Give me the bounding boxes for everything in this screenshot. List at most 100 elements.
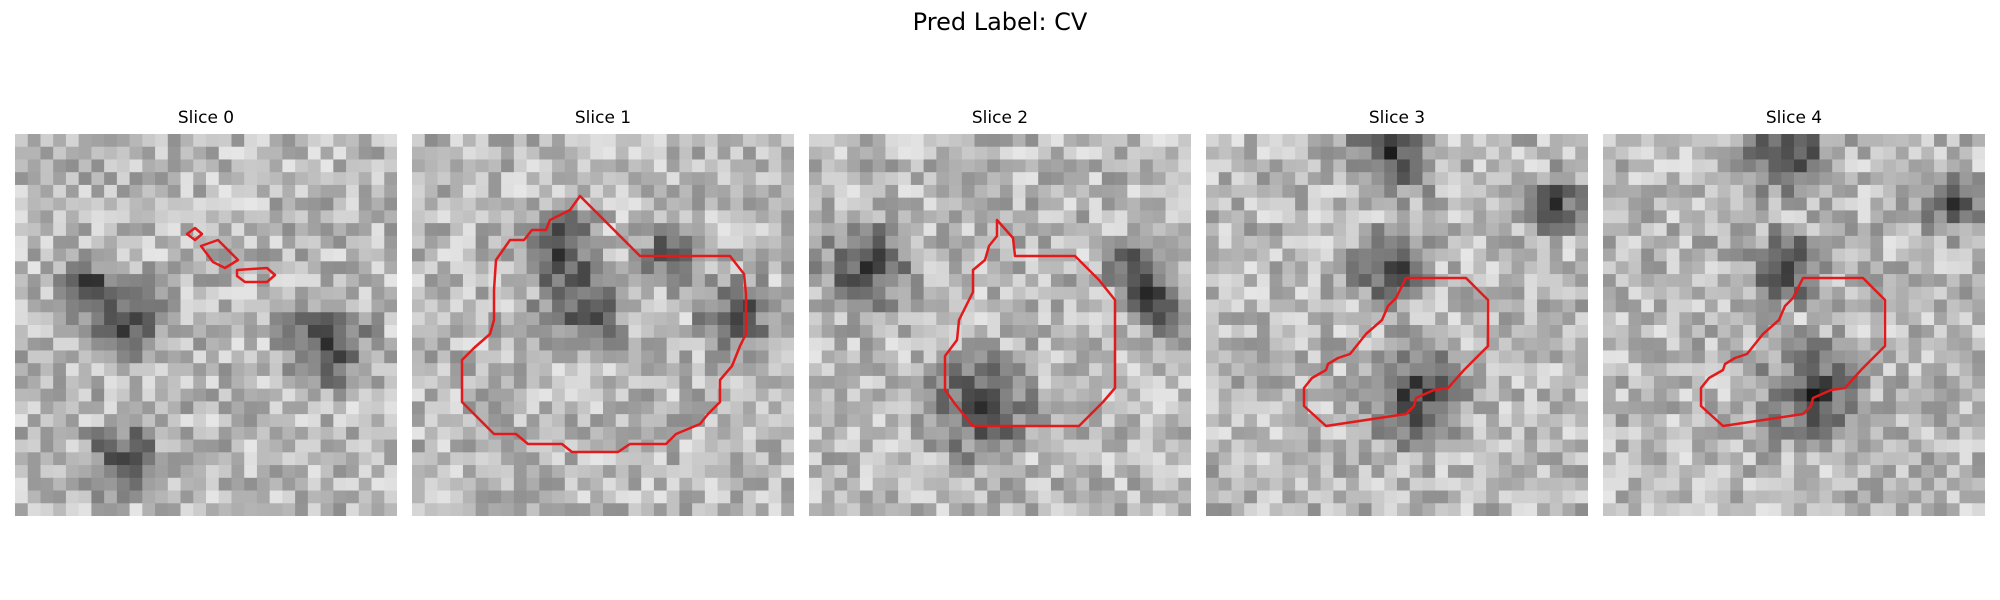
pixel-cell — [1269, 146, 1283, 161]
pixel-cell — [1333, 375, 1347, 390]
pixel-cell — [1857, 261, 1871, 275]
pixel-cell — [1384, 426, 1398, 441]
pixel-cell — [1730, 325, 1744, 339]
pixel-cell — [27, 503, 42, 516]
pixel-cell — [1755, 184, 1770, 199]
pixel-cell — [513, 172, 528, 186]
pixel-cell — [371, 452, 385, 466]
pixel-cell — [1346, 477, 1360, 492]
pixel-cell — [1666, 465, 1680, 479]
pixel-cell — [424, 248, 439, 262]
pixel-cell — [974, 172, 988, 186]
pixel-cell — [1000, 439, 1014, 453]
pixel-cell — [40, 375, 54, 390]
pixel-cell — [1819, 299, 1833, 313]
pixel-cell — [1524, 375, 1538, 390]
pixel-cell — [1603, 439, 1617, 453]
pixel-cell — [1269, 477, 1283, 492]
pixel-cell — [65, 325, 80, 339]
pixel-cell — [1269, 261, 1283, 275]
pixel-cell — [206, 452, 220, 466]
pixel-cell — [1397, 325, 1411, 339]
pixel-cell — [898, 337, 912, 352]
pixel-cell — [539, 426, 553, 441]
pixel-cell — [1794, 465, 1808, 479]
pixel-cell — [1615, 261, 1630, 275]
pixel-cell — [282, 388, 296, 402]
pixel-cell — [116, 312, 131, 326]
pixel-cell — [180, 223, 194, 237]
pixel-cell — [730, 312, 744, 326]
pixel-cell — [1562, 261, 1576, 275]
pixel-cell — [1025, 337, 1039, 352]
pixel-cell — [1371, 274, 1385, 288]
pixel-cell — [1946, 350, 1961, 364]
pixel-cell — [15, 503, 29, 516]
pixel-cell — [155, 134, 169, 148]
pixel-cell — [923, 261, 937, 275]
pixel-cell — [1486, 184, 1500, 199]
pixel-cell — [666, 375, 680, 390]
pixel-cell — [475, 363, 489, 377]
pixel-cell — [1473, 159, 1487, 173]
pixel-cell — [1473, 477, 1487, 492]
pixel-cell — [1178, 134, 1191, 148]
pixel-cell — [564, 350, 579, 364]
pixel-cell — [539, 286, 553, 301]
pixel-cell — [1908, 388, 1922, 402]
pixel-cell — [641, 452, 655, 466]
pixel-cell — [872, 261, 886, 275]
pixel-cell — [320, 350, 334, 364]
pixel-cell — [1895, 261, 1910, 275]
pixel-cell — [333, 134, 347, 148]
pixel-cell — [371, 477, 385, 492]
pixel-cell — [1114, 312, 1128, 326]
pixel-cell — [590, 159, 604, 173]
pixel-cell — [104, 439, 118, 453]
pixel-cell — [1679, 325, 1693, 339]
pixel-cell — [1895, 172, 1910, 186]
pixel-cell — [256, 235, 271, 250]
pixel-cell — [768, 184, 782, 199]
pixel-cell — [898, 350, 912, 364]
pixel-cell — [1295, 363, 1309, 377]
pixel-cell — [1806, 210, 1821, 224]
pixel-cell — [244, 337, 258, 352]
pixel-cell — [1231, 439, 1245, 453]
pixel-cell — [1844, 452, 1859, 466]
pixel-cell — [936, 465, 950, 479]
pixel-cell — [1012, 235, 1027, 250]
pixel-cell — [1231, 159, 1245, 173]
pixel-cell — [424, 350, 439, 364]
pixel-cell — [1511, 401, 1525, 415]
pixel-cell — [1012, 134, 1027, 148]
pixel-cell — [1895, 210, 1910, 224]
pixel-cell — [717, 452, 731, 466]
pixel-cell — [1371, 490, 1385, 504]
pixel-cell — [244, 312, 258, 326]
pixel-cell — [859, 414, 874, 428]
pixel-cell — [834, 146, 848, 161]
pixel-cell — [384, 172, 397, 186]
pixel-cell — [1692, 363, 1706, 377]
pixel-cell — [859, 426, 874, 441]
pixel-cell — [462, 134, 477, 148]
pixel-cell — [692, 299, 706, 313]
pixel-cell — [1768, 172, 1782, 186]
pixel-cell — [40, 439, 54, 453]
pixel-cell — [1307, 134, 1322, 148]
pixel-cell — [1615, 248, 1630, 262]
pixel-cell — [1768, 363, 1782, 377]
pixel-cell — [384, 134, 397, 148]
pixel-cell — [1730, 426, 1744, 441]
pixel-cell — [1218, 325, 1233, 339]
pixel-cell — [91, 439, 105, 453]
pixel-cell — [346, 375, 360, 390]
pixel-cell — [961, 426, 976, 441]
pixel-cell — [1025, 159, 1039, 173]
pixel-cell — [628, 414, 642, 428]
pixel-cell — [577, 426, 591, 441]
pixel-cell — [1114, 235, 1128, 250]
pixel-cell — [1511, 388, 1525, 402]
pixel-cell — [847, 414, 861, 428]
